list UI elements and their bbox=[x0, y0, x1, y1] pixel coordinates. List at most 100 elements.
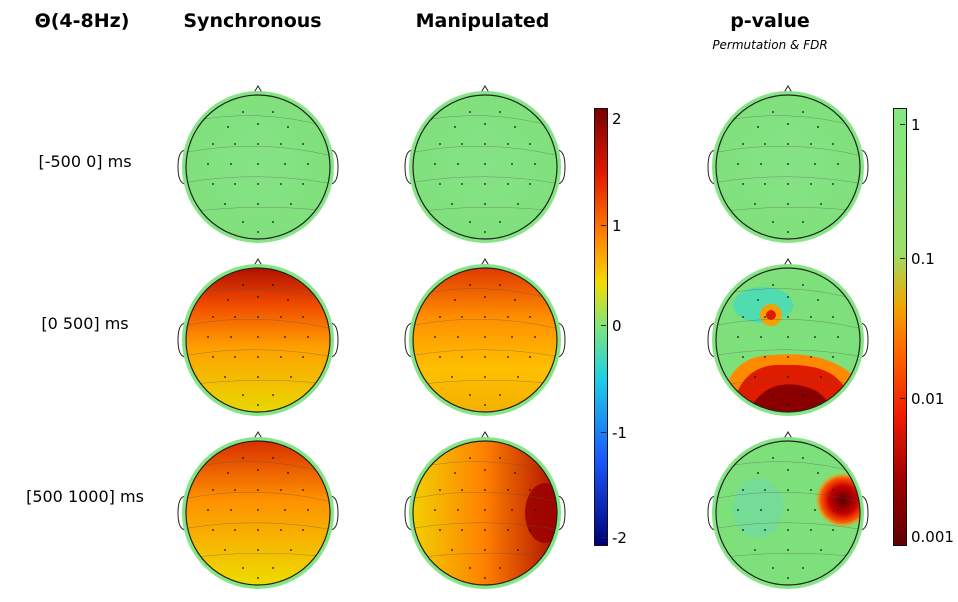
topomap-sync-baseline bbox=[173, 72, 343, 252]
electrode-dot bbox=[787, 336, 789, 338]
electrode-dot bbox=[484, 231, 486, 233]
electrode-dot bbox=[802, 567, 804, 569]
manipulated-header: Manipulated bbox=[415, 10, 550, 32]
electrode-dot bbox=[484, 577, 486, 579]
electrode-dot bbox=[257, 231, 259, 233]
electrode-dot bbox=[484, 183, 486, 185]
electrode-dot bbox=[484, 509, 486, 511]
electrode-dot bbox=[302, 489, 304, 491]
electrode-dot bbox=[837, 163, 839, 165]
electrode-dot bbox=[212, 489, 214, 491]
electrode-dot bbox=[439, 316, 441, 318]
head-pvalue-late bbox=[707, 431, 869, 589]
electrode-dot bbox=[284, 163, 286, 165]
electrode-dot bbox=[832, 143, 834, 145]
electrode-dot bbox=[469, 567, 471, 569]
electrode-dot bbox=[272, 221, 274, 223]
head-sync-late bbox=[177, 431, 339, 589]
electrode-dot bbox=[820, 203, 822, 205]
electrode-dot bbox=[787, 404, 789, 406]
electrode-dot bbox=[802, 221, 804, 223]
electrode-dot bbox=[529, 183, 531, 185]
electrode-dot bbox=[484, 296, 486, 298]
electrode-dot bbox=[257, 163, 259, 165]
electrode-dot bbox=[529, 356, 531, 358]
head-fill bbox=[186, 95, 330, 239]
electrode-dot bbox=[257, 509, 259, 511]
head-outline bbox=[185, 267, 331, 413]
electrode-dot bbox=[461, 529, 463, 531]
electrode-dot bbox=[507, 356, 509, 358]
head-manip-late bbox=[404, 431, 566, 589]
electrode-dot bbox=[764, 529, 766, 531]
electrode-dot bbox=[787, 143, 789, 145]
electrode-dot bbox=[737, 509, 739, 511]
electrode-dot bbox=[810, 183, 812, 185]
electrode-dot bbox=[212, 356, 214, 358]
electrode-dot bbox=[461, 356, 463, 358]
topomap-pvalue-baseline bbox=[703, 72, 873, 252]
electrode-dot bbox=[242, 111, 244, 113]
electrode-dot bbox=[760, 163, 762, 165]
electrode-dot bbox=[469, 111, 471, 113]
electrode-dot bbox=[284, 336, 286, 338]
electrode-dot bbox=[242, 394, 244, 396]
electrode-dot bbox=[742, 143, 744, 145]
head-outline bbox=[412, 94, 558, 240]
amp-tick-mark bbox=[601, 325, 606, 326]
electrode-dot bbox=[484, 336, 486, 338]
electrode-dot bbox=[242, 284, 244, 286]
electrode-dot bbox=[257, 529, 259, 531]
electrode-dot bbox=[507, 316, 509, 318]
electrode-dot bbox=[272, 394, 274, 396]
electrode-dot bbox=[272, 111, 274, 113]
electrode-dot bbox=[207, 509, 209, 511]
amp-tick-label: 1 bbox=[612, 217, 622, 235]
electrode-dot bbox=[737, 336, 739, 338]
electrode-dot bbox=[287, 299, 289, 301]
head-fill bbox=[186, 441, 330, 585]
electrode-dot bbox=[484, 376, 486, 378]
electrode-dot bbox=[787, 231, 789, 233]
electrode-dot bbox=[511, 509, 513, 511]
electrode-dot bbox=[742, 529, 744, 531]
electrode-dot bbox=[737, 163, 739, 165]
electrode-dot bbox=[302, 183, 304, 185]
electrode-dot bbox=[287, 126, 289, 128]
amplitude-colorbar bbox=[594, 108, 608, 546]
electrode-dot bbox=[534, 163, 536, 165]
electrode-dot bbox=[484, 549, 486, 551]
electrode-dot bbox=[461, 143, 463, 145]
electrode-dot bbox=[287, 472, 289, 474]
electrode-dot bbox=[787, 356, 789, 358]
electrode-dot bbox=[499, 394, 501, 396]
electrode-dot bbox=[234, 183, 236, 185]
electrode-dot bbox=[257, 183, 259, 185]
head-fill bbox=[716, 95, 860, 239]
electrode-dot bbox=[461, 489, 463, 491]
electrode-dot bbox=[764, 183, 766, 185]
row-label-baseline: [-500 0] ms bbox=[38, 152, 132, 171]
electrode-dot bbox=[754, 376, 756, 378]
electrode-dot bbox=[742, 489, 744, 491]
electrode-dot bbox=[307, 163, 309, 165]
electrode-dot bbox=[837, 336, 839, 338]
amp-tick-label: 2 bbox=[612, 110, 622, 128]
electrode-dot bbox=[787, 577, 789, 579]
electrode-dot bbox=[534, 336, 536, 338]
electrode-dot bbox=[514, 126, 516, 128]
electrode-dot bbox=[207, 336, 209, 338]
electrode-dot bbox=[212, 143, 214, 145]
electrode-dot bbox=[484, 529, 486, 531]
electrode-dot bbox=[787, 203, 789, 205]
electrode-dot bbox=[439, 183, 441, 185]
electrode-dot bbox=[787, 183, 789, 185]
electrode-dot bbox=[280, 316, 282, 318]
electrode-dot bbox=[307, 509, 309, 511]
head-outline bbox=[715, 267, 861, 413]
electrode-dot bbox=[439, 489, 441, 491]
head-manip-early bbox=[404, 258, 566, 416]
electrode-dot bbox=[529, 143, 531, 145]
electrode-dot bbox=[787, 376, 789, 378]
electrode-dot bbox=[814, 163, 816, 165]
